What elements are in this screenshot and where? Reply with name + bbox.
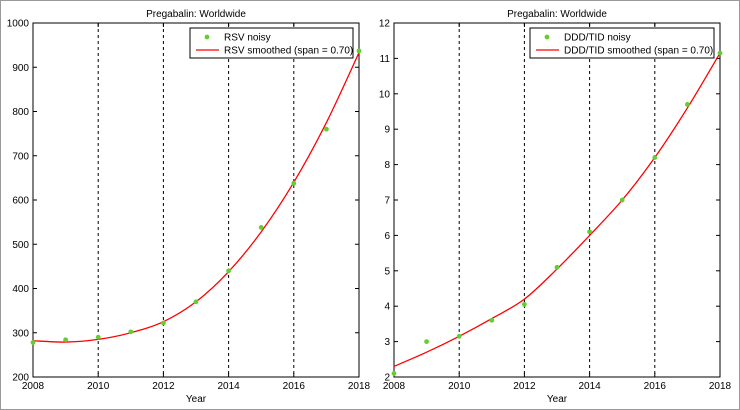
legend-label: RSV smoothed (span = 0.70): [224, 46, 353, 57]
x-tick-label: 2016: [283, 381, 306, 392]
y-tick-label: 1000: [7, 19, 30, 30]
y-tick-label: 10: [379, 89, 391, 100]
legend-label: DDD/TID noisy: [564, 33, 631, 44]
data-point: [30, 340, 36, 345]
chart-1: 2008 2010 2012 2014 2016 2018 200 300 400 500 600 7…: [7, 9, 371, 405]
data-point: [391, 371, 397, 376]
y-tick-label: 2: [384, 373, 390, 384]
y-tick-label: 7: [384, 196, 390, 207]
data-point: [258, 225, 264, 230]
data-point: [128, 329, 134, 335]
y-tick-label: 6: [384, 231, 390, 242]
x-tick-label: 2008: [383, 381, 406, 392]
y-tick-label: 700: [12, 151, 29, 162]
y-tick-label: 3: [384, 337, 390, 348]
data-point: [554, 264, 560, 270]
legend: RSV noisy RSV smoothed (span = 0.70): [189, 27, 354, 59]
y-tick-label: 11: [380, 54, 391, 65]
x-tick-label: 2008: [22, 381, 45, 392]
chart-title: Pregabalin: Worldwide: [146, 9, 246, 20]
y-tick-label: 800: [12, 107, 29, 118]
y-tick-label: 12: [379, 19, 391, 30]
data-point: [587, 229, 592, 235]
y-tick-label: 500: [12, 240, 29, 251]
y-tick-label: 9: [384, 125, 390, 136]
x-axis-label: Year: [547, 394, 568, 405]
data-point: [161, 320, 166, 326]
x-tick-label: 2018: [709, 381, 732, 392]
legend-marker: [544, 34, 550, 40]
y-tick-label: 8: [384, 160, 390, 171]
x-tick-label: 2014: [217, 381, 240, 392]
legend-label: RSV noisy: [224, 33, 271, 44]
data-point: [324, 126, 329, 132]
y-tick-label: 400: [12, 284, 29, 295]
x-tick-label: 2010: [87, 381, 110, 392]
x-tick-label: 2014: [578, 381, 601, 392]
data-point: [226, 268, 232, 274]
data-point: [291, 180, 297, 186]
y-tick-label: 900: [12, 63, 29, 74]
data-point: [652, 155, 658, 160]
data-point: [522, 302, 527, 307]
y-tick-label: 5: [384, 266, 390, 277]
smoothed-line: [393, 52, 721, 367]
plot-area: [393, 22, 721, 378]
x-axis-label: Year: [186, 394, 207, 405]
x-tick-label: 2016: [644, 381, 667, 392]
legend-marker: [204, 34, 210, 40]
chart-title: Pregabalin: Worldwide: [507, 9, 607, 20]
data-point: [95, 334, 101, 340]
data-point: [685, 102, 690, 107]
plot-area: [32, 22, 360, 378]
x-tick-label: 2018: [348, 381, 371, 392]
x-tick-label: 2012: [513, 381, 536, 392]
data-point: [424, 339, 429, 344]
x-tick-label: 2010: [448, 381, 471, 392]
y-tick-label: 600: [12, 196, 29, 207]
data-point: [356, 48, 362, 54]
smoothed-line: [32, 52, 360, 343]
data-point: [489, 317, 495, 323]
data-point: [619, 197, 625, 203]
legend-label: DDD/TID smoothed (span = 0.70): [564, 46, 713, 57]
y-tick-label: 300: [12, 328, 29, 339]
y-tick-label: 200: [12, 373, 29, 384]
legend: DDD/TID noisy DDD/TID smoothed (span = 0.…: [529, 27, 715, 59]
data-point: [717, 50, 723, 56]
data-point: [456, 333, 462, 339]
legend-box: [529, 27, 715, 59]
data-point: [193, 299, 199, 305]
x-tick-label: 2012: [152, 381, 175, 392]
data-point: [63, 337, 68, 343]
legend-box: [189, 27, 354, 59]
chart-2: 2008 2010 2012 2014 2016 2018 2 3 4 5 6 7 8 9 10 11 12 Pr…: [379, 9, 732, 405]
y-tick-label: 4: [384, 302, 390, 313]
